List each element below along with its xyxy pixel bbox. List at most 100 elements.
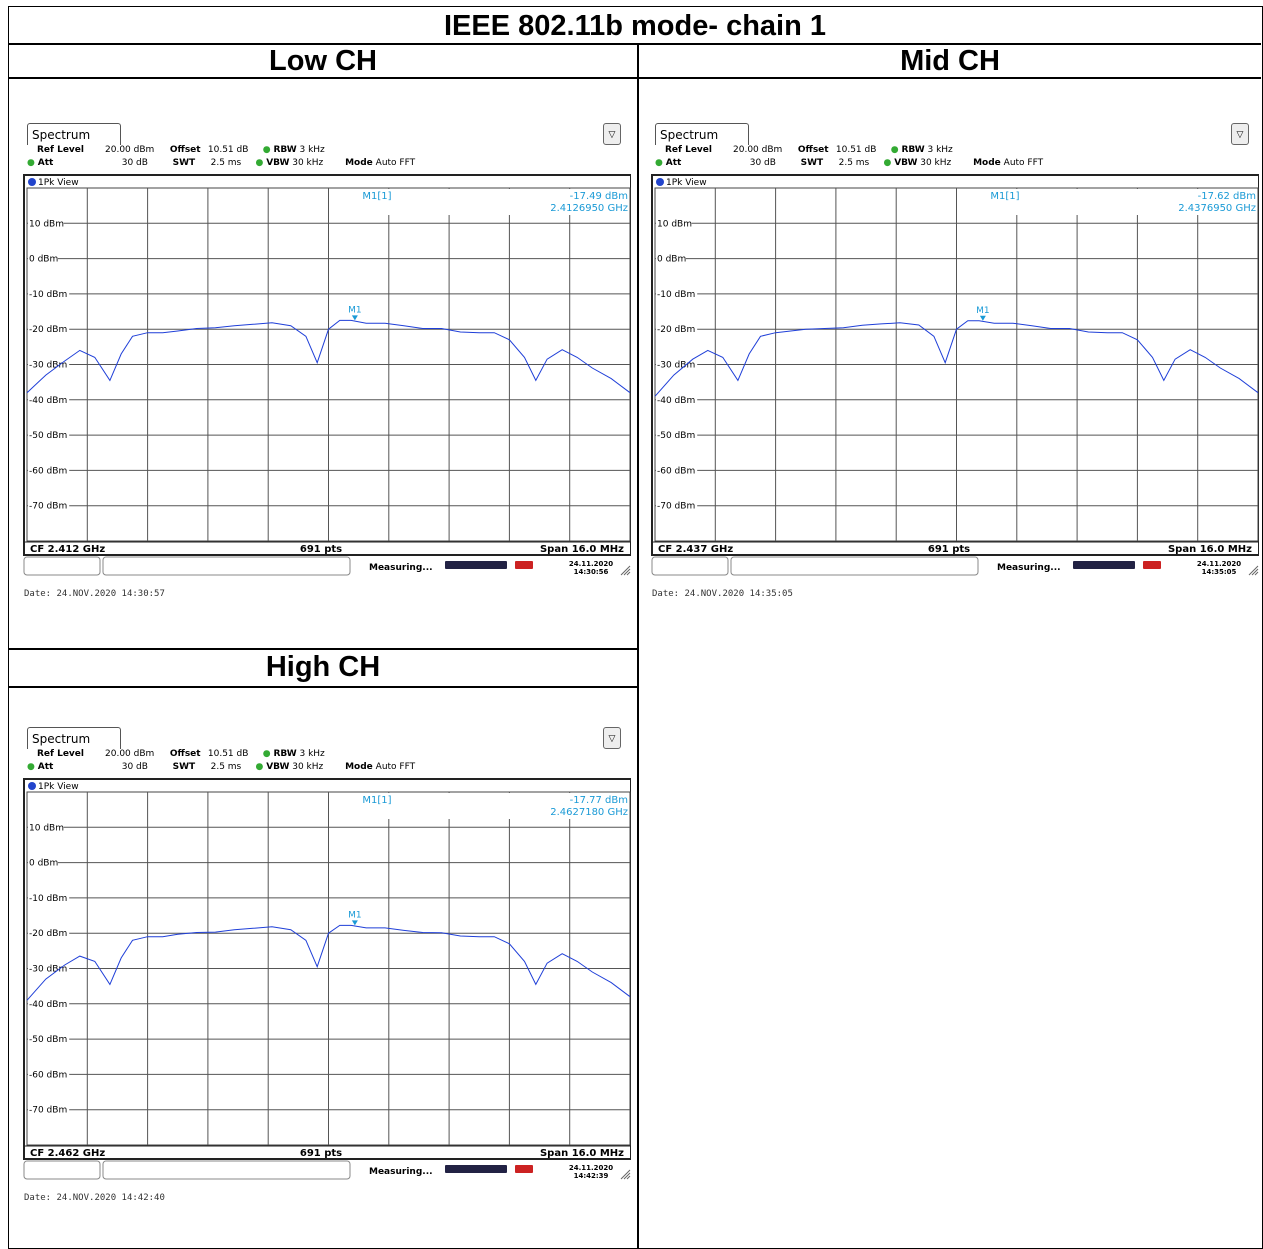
- offset-value: 10.51 dB: [835, 145, 877, 155]
- view-indicator: [28, 782, 36, 790]
- center-frequency: CF 2.412 GHz: [30, 544, 105, 555]
- offset-value: 10.51 dB: [207, 145, 249, 155]
- spectrum-plot: 1Pk View 10 dBm 0 dBm -10 dBm -20 dBm -30 dBm…: [23, 174, 631, 576]
- trace-line: [26, 319, 631, 394]
- att-label: Att: [665, 158, 682, 168]
- y-tick-label: -70 dBm: [657, 502, 695, 512]
- ref-level-label: Ref Level: [37, 145, 84, 155]
- y-tick-label: 10 dBm: [29, 219, 64, 229]
- trace-line: [26, 924, 631, 1001]
- marker-level: -17.77 dBm: [570, 795, 628, 806]
- panel-header-low: Low CH: [269, 45, 377, 77]
- resize-grip-icon: [620, 1169, 631, 1180]
- points-count: 691 pts: [928, 544, 970, 555]
- ref-level-label: Ref Level: [665, 145, 712, 155]
- rbw-value: 3 kHz: [927, 145, 953, 155]
- y-tick-label: -20 dBm: [29, 325, 67, 335]
- points-count: 691 pts: [300, 1148, 342, 1159]
- tick-label-bg: [656, 323, 698, 335]
- mode-label: Mode: [973, 158, 1001, 168]
- marker-tag: M1: [976, 306, 990, 316]
- tick-label-bg: [28, 1068, 70, 1080]
- tick-label-bg: [28, 499, 70, 511]
- points-count: 691 pts: [300, 544, 342, 555]
- settings-icon[interactable]: ▽: [1231, 123, 1249, 145]
- ref-level-value: 20.00 dBm: [105, 145, 155, 155]
- span: Span 16.0 MHz: [540, 1148, 624, 1159]
- tick-label-bg: [656, 393, 698, 405]
- mode-value: Auto FFT: [1003, 158, 1044, 168]
- marker-m1: [351, 920, 358, 926]
- y-tick-label: -20 dBm: [29, 929, 67, 939]
- rbw-value: 3 kHz: [299, 145, 325, 155]
- att-label: Att: [37, 158, 54, 168]
- measurement-settings: Ref Level 20.00 dBm Offset 10.51 dB ● RBW 3…: [27, 145, 416, 168]
- span: Span 16.0 MHz: [540, 544, 624, 555]
- spectrum-plot: 1Pk View 10 dBm 0 dBm -10 dBm -20 dBm -30 dBm…: [651, 174, 1259, 576]
- settings-icon[interactable]: ▽: [603, 123, 621, 145]
- span: Span 16.0 MHz: [1168, 544, 1252, 555]
- y-tick-label: -50 dBm: [657, 431, 695, 441]
- tick-label-bg: [28, 464, 70, 476]
- rbw-label: RBW: [273, 749, 297, 759]
- marker-name: M1[1]: [990, 191, 1019, 202]
- y-tick-label: 0 dBm: [657, 255, 686, 265]
- tick-label-bg: [28, 997, 70, 1009]
- marker-level: -17.49 dBm: [570, 191, 628, 202]
- status-time: 14:35:05: [1202, 568, 1237, 576]
- status-text: Measuring...: [997, 563, 1061, 573]
- y-tick-label: -50 dBm: [29, 1035, 67, 1045]
- resize-grip-icon: [620, 565, 631, 576]
- marker-name: M1[1]: [362, 795, 391, 806]
- spectrum-tab[interactable]: Spectrum: [27, 727, 121, 749]
- resize-grip-icon: [1248, 565, 1259, 576]
- tick-label-bg: [28, 217, 64, 229]
- marker-tag: M1: [348, 910, 362, 920]
- status-date: 24.11.2020: [1197, 560, 1241, 568]
- tick-label-bg: [28, 252, 58, 264]
- status-icon: [515, 1165, 533, 1173]
- marker-tag: M1: [348, 305, 362, 315]
- tab-label: Spectrum: [32, 732, 91, 746]
- vbw-value: 30 kHz: [920, 158, 952, 168]
- y-tick-label: 10 dBm: [29, 823, 64, 833]
- status-field-1: [23, 1160, 101, 1180]
- panel-header-high: High CH: [265, 651, 381, 683]
- tick-label-bg: [28, 891, 70, 903]
- tick-label-bg: [28, 962, 70, 974]
- vbw-label: VBW: [266, 762, 290, 772]
- tick-label-bg: [656, 358, 698, 370]
- tick-label-bg: [28, 393, 70, 405]
- settings-icon[interactable]: ▽: [603, 727, 621, 749]
- footer-date: Date: 24.NOV.2020 14:42:40: [24, 1193, 165, 1203]
- status-field-1: [651, 556, 729, 576]
- tick-label-bg: [656, 499, 698, 511]
- ref-level-label: Ref Level: [37, 749, 84, 759]
- spectrum-tab[interactable]: Spectrum: [655, 123, 749, 145]
- y-tick-label: 0 dBm: [29, 859, 58, 869]
- spectrum-tab[interactable]: Spectrum: [27, 123, 121, 145]
- ref-level-value: 20.00 dBm: [105, 749, 155, 759]
- center-frequency: CF 2.437 GHz: [658, 544, 733, 555]
- marker-readout-bg: [957, 189, 1257, 215]
- marker-readout-bg: [329, 793, 629, 819]
- tick-label-bg: [28, 323, 70, 335]
- y-tick-label: -40 dBm: [29, 396, 67, 406]
- progress-bar: [445, 561, 507, 569]
- status-text: Measuring...: [369, 563, 433, 573]
- rbw-value: 3 kHz: [299, 749, 325, 759]
- y-tick-label: -60 dBm: [29, 1070, 67, 1080]
- divider: [9, 686, 639, 688]
- tick-label-bg: [656, 429, 698, 441]
- view-label: 1Pk View: [38, 178, 79, 188]
- divider: [9, 43, 1261, 45]
- spectrum-panel-low: Spectrum ▽ Ref Level 20.00 dBm Offset 10.5…: [21, 123, 631, 623]
- offset-label: Offset: [169, 749, 201, 759]
- rbw-label: RBW: [273, 145, 297, 155]
- y-tick-label: -60 dBm: [657, 466, 695, 476]
- swt-label: SWT: [172, 762, 196, 772]
- spectrum-panel-high: Spectrum ▽ Ref Level 20.00 dBm Offset 10.5…: [21, 727, 631, 1227]
- tab-label: Spectrum: [660, 128, 719, 142]
- footer-date: Date: 24.NOV.2020 14:30:57: [24, 589, 165, 599]
- mode-label: Mode: [345, 762, 373, 772]
